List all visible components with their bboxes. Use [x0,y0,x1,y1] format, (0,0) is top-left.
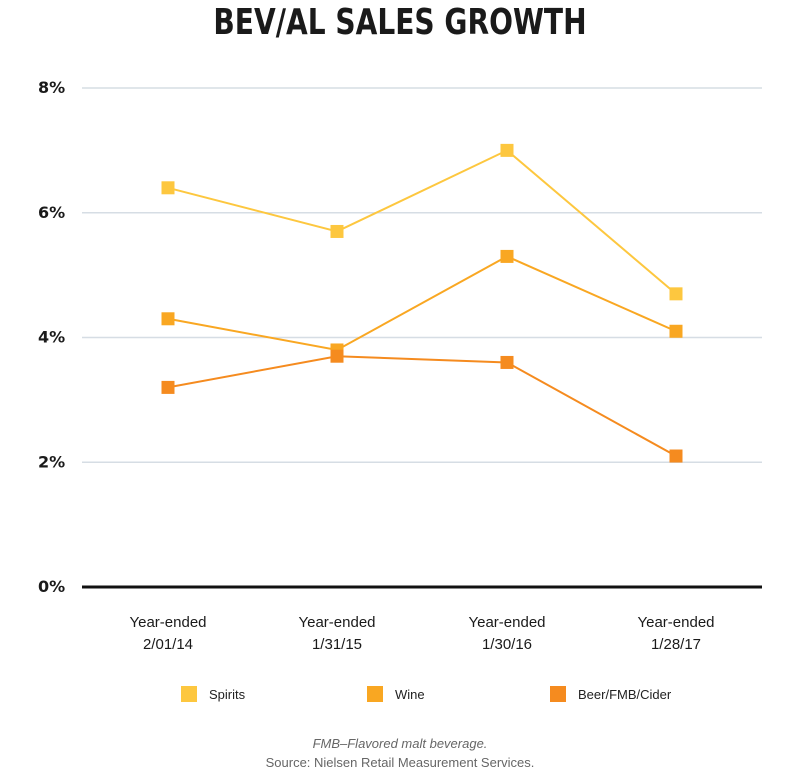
y-tick-label: 4% [38,328,65,347]
data-point-marker [669,324,683,338]
legend-label-beer-fmb-cider: Beer/FMB/Cider [578,686,672,702]
chart-title: BEV/AL SALES GROWTH [213,2,587,43]
x-tick-label: 2/01/14 [143,636,193,653]
data-point-marker [330,224,344,238]
data-point-marker [500,143,514,157]
footnote-source: Source: Nielsen Retail Measurement Servi… [265,755,535,770]
legend-item-beer-fmb-cider: Beer/FMB/Cider [550,684,671,704]
legend-swatch-wine [367,686,383,702]
series-line [167,255,677,352]
legend-item-spirits: Spirits [181,684,245,704]
x-tick-label: 1/31/15 [312,636,362,653]
x-tick-label: Year-ended [298,614,375,631]
y-tick-label: 0% [38,577,65,596]
data-point-marker [161,312,175,326]
legend-label-spirits: Spirits [209,686,246,702]
footnote-definition: FMB–Flavored malt beverage. [312,736,488,751]
data-point-marker [669,449,683,463]
legend-swatch-spirits [181,686,197,702]
y-tick-label: 6% [38,203,65,222]
data-point-marker [669,287,683,301]
data-point-marker [500,249,514,263]
series-line [167,355,677,457]
x-tick-label: Year-ended [468,614,545,631]
y-tick-label: 8% [38,78,65,97]
data-point-marker [500,355,514,369]
x-tick-label: Year-ended [637,614,714,631]
y-tick-label: 2% [38,452,65,471]
series-line [167,149,677,295]
x-tick-label: 1/28/17 [651,636,701,653]
legend-label-wine: Wine [395,686,425,702]
data-point-marker [161,181,175,195]
data-point-marker [330,349,344,363]
x-tick-label: 1/30/16 [482,636,532,653]
x-tick-label: Year-ended [129,614,206,631]
legend-swatch-beer-fmb-cider [550,686,566,702]
data-point-marker [161,380,175,394]
legend-item-wine: Wine [367,684,425,704]
